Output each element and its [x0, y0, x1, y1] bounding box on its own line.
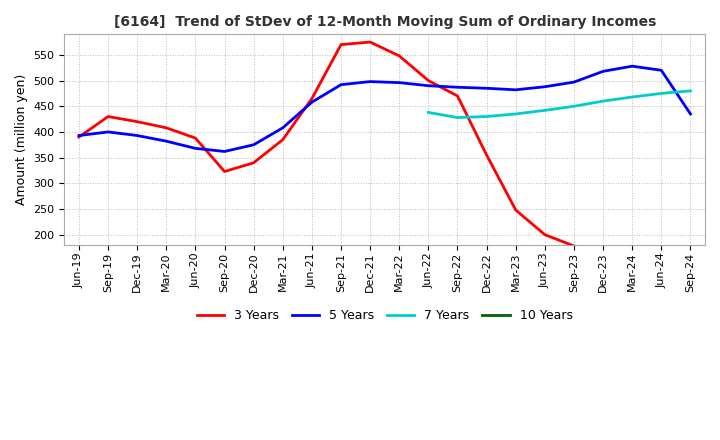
3 Years: [599, 249, 608, 254]
7 Years: [599, 99, 608, 104]
Title: [6164]  Trend of StDev of 12-Month Moving Sum of Ordinary Incomes: [6164] Trend of StDev of 12-Month Moving…: [114, 15, 656, 29]
5 Years: [628, 63, 636, 69]
3 Years: [104, 114, 112, 119]
Line: 5 Years: 5 Years: [79, 66, 690, 151]
3 Years: [453, 93, 462, 99]
3 Years: [541, 232, 549, 237]
3 Years: [686, 251, 695, 257]
5 Years: [104, 129, 112, 135]
5 Years: [162, 139, 171, 144]
3 Years: [570, 243, 578, 249]
5 Years: [133, 133, 142, 138]
7 Years: [424, 110, 433, 115]
5 Years: [686, 111, 695, 117]
5 Years: [220, 149, 229, 154]
5 Years: [541, 84, 549, 89]
5 Years: [570, 80, 578, 85]
Line: 3 Years: 3 Years: [79, 42, 690, 254]
3 Years: [249, 160, 258, 165]
Line: 7 Years: 7 Years: [428, 91, 690, 117]
7 Years: [657, 91, 666, 96]
3 Years: [628, 247, 636, 253]
5 Years: [75, 133, 84, 138]
3 Years: [279, 137, 287, 142]
7 Years: [453, 115, 462, 120]
3 Years: [162, 125, 171, 131]
5 Years: [511, 87, 520, 92]
5 Years: [395, 80, 404, 85]
5 Years: [366, 79, 374, 84]
5 Years: [191, 146, 199, 151]
Legend: 3 Years, 5 Years, 7 Years, 10 Years: 3 Years, 5 Years, 7 Years, 10 Years: [192, 304, 577, 327]
7 Years: [628, 94, 636, 99]
3 Years: [366, 40, 374, 45]
3 Years: [482, 152, 491, 158]
3 Years: [395, 53, 404, 59]
3 Years: [220, 169, 229, 174]
3 Years: [75, 135, 84, 140]
5 Years: [307, 99, 316, 105]
3 Years: [424, 78, 433, 83]
7 Years: [541, 108, 549, 113]
7 Years: [511, 111, 520, 117]
5 Years: [424, 83, 433, 88]
3 Years: [133, 119, 142, 125]
3 Years: [511, 207, 520, 213]
5 Years: [337, 82, 346, 87]
5 Years: [657, 68, 666, 73]
3 Years: [191, 136, 199, 141]
5 Years: [599, 69, 608, 74]
3 Years: [657, 250, 666, 255]
3 Years: [337, 42, 346, 47]
7 Years: [482, 114, 491, 119]
7 Years: [570, 103, 578, 109]
5 Years: [279, 125, 287, 131]
Y-axis label: Amount (million yen): Amount (million yen): [15, 74, 28, 205]
3 Years: [307, 96, 316, 101]
5 Years: [482, 86, 491, 91]
5 Years: [249, 142, 258, 147]
7 Years: [686, 88, 695, 93]
5 Years: [453, 84, 462, 90]
